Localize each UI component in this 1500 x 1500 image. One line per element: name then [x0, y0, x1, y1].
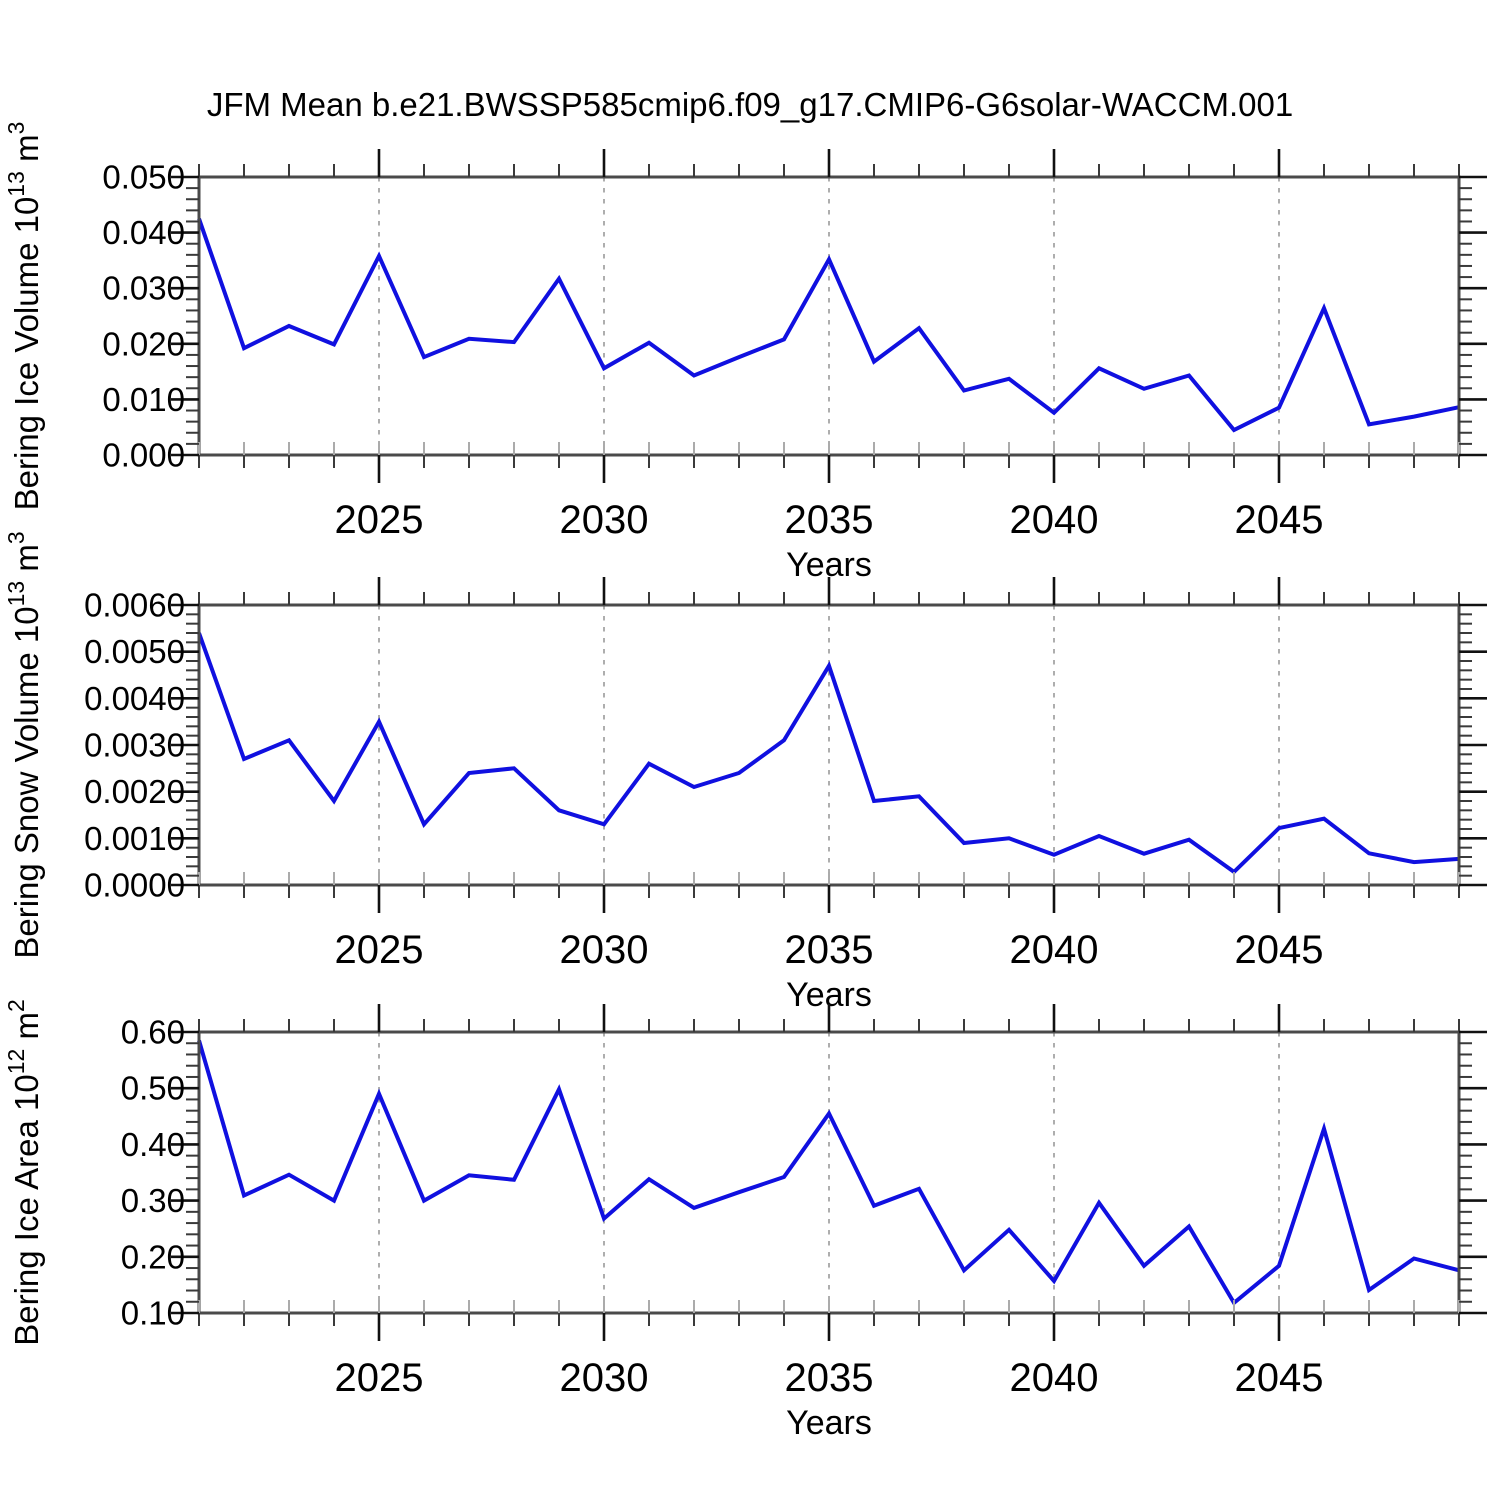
x-tick-label: 2035: [785, 1356, 874, 1400]
y-tick-label: 0.050: [102, 159, 185, 196]
y-tick-label: 0.50: [121, 1070, 185, 1107]
y-tick-label: 0.0030: [84, 727, 185, 764]
y-tick-labels: 0.000 0.010 0.020 0.030 0.040 0.050: [102, 159, 185, 474]
page-title: JFM Mean b.e21.BWSSP585cmip6.f09_g17.CMI…: [206, 86, 1294, 123]
y-ticks: [171, 175, 1487, 457]
y-tick-label: 0.40: [121, 1126, 185, 1163]
y-tick-labels: 0.0000 0.0010 0.0020 0.0030 0.0040 0.0050 0.00…: [84, 587, 185, 904]
x-tick-label: 2045: [1235, 1356, 1324, 1400]
y-tick-label: 0.0060: [84, 587, 185, 624]
x-tick-labels: 2025 2030 2035 2040 2045: [335, 1356, 1324, 1400]
x-axis-title: Years: [786, 1404, 872, 1442]
x-tick-label: 2040: [1010, 498, 1099, 542]
y-ticks: [171, 603, 1487, 887]
y-tick-label: 0.0000: [84, 867, 185, 904]
chart-bering-snow-volume: 0.0000 0.0010 0.0020 0.0030 0.0040 0.0050 0.00…: [3, 531, 1487, 1014]
y-tick-label: 0.10: [121, 1295, 185, 1332]
x-tick-label: 2025: [335, 1356, 424, 1400]
x-tick-label: 2035: [785, 928, 874, 972]
chart-bering-ice-area: 0.10 0.20 0.30 0.40 0.50 0.60 2025 2030 2035 2040…: [3, 999, 1487, 1442]
x-tick-labels: 2025 2030 2035 2040 2045: [335, 928, 1324, 972]
x-tick-label: 2025: [335, 498, 424, 542]
x-tick-label: 2045: [1235, 928, 1324, 972]
y-tick-label: 0.60: [121, 1014, 185, 1051]
x-tick-labels: 2025 2030 2035 2040 2045: [335, 498, 1324, 542]
x-tick-label: 2025: [335, 928, 424, 972]
gridlines: [378, 177, 1280, 455]
data-line-bering-ice-volume: [197, 218, 1460, 433]
gridlines: [378, 605, 1280, 885]
x-tick-label: 2040: [1010, 928, 1099, 972]
y-tick-label: 0.040: [102, 214, 185, 251]
x-tick-label: 2040: [1010, 1356, 1099, 1400]
x-tick-label: 2045: [1235, 498, 1324, 542]
y-tick-label: 0.20: [121, 1238, 185, 1275]
y-tick-labels: 0.10 0.20 0.30 0.40 0.50 0.60: [121, 1014, 185, 1332]
x-tick-label: 2030: [560, 1356, 649, 1400]
y-tick-label: 0.0020: [84, 773, 185, 810]
data-line-bering-snow-volume: [197, 632, 1460, 875]
x-ticks: [198, 577, 1460, 913]
y-tick-label: 0.0040: [84, 680, 185, 717]
x-ticks: [198, 1004, 1460, 1341]
y-axis-title: Bering Ice Volume 1013 m3: [3, 122, 45, 511]
y-tick-label: 0.0010: [84, 820, 185, 857]
y-axis-title: Bering Snow Volume 1013 m3: [3, 531, 45, 958]
y-tick-label: 0.010: [102, 381, 185, 418]
y-tick-label: 0.030: [102, 270, 185, 307]
y-tick-label: 0.000: [102, 437, 185, 474]
x-tick-label: 2030: [560, 498, 649, 542]
y-ticks: [171, 1030, 1487, 1315]
y-tick-label: 0.0050: [84, 633, 185, 670]
x-tick-label: 2030: [560, 928, 649, 972]
data-line-bering-ice-area: [197, 1039, 1460, 1306]
y-tick-label: 0.020: [102, 325, 185, 362]
gridlines: [378, 1032, 1280, 1313]
x-tick-label: 2035: [785, 498, 874, 542]
y-axis-title: Bering Ice Area 1012 m2: [3, 999, 45, 1346]
y-tick-label: 0.30: [121, 1182, 185, 1219]
